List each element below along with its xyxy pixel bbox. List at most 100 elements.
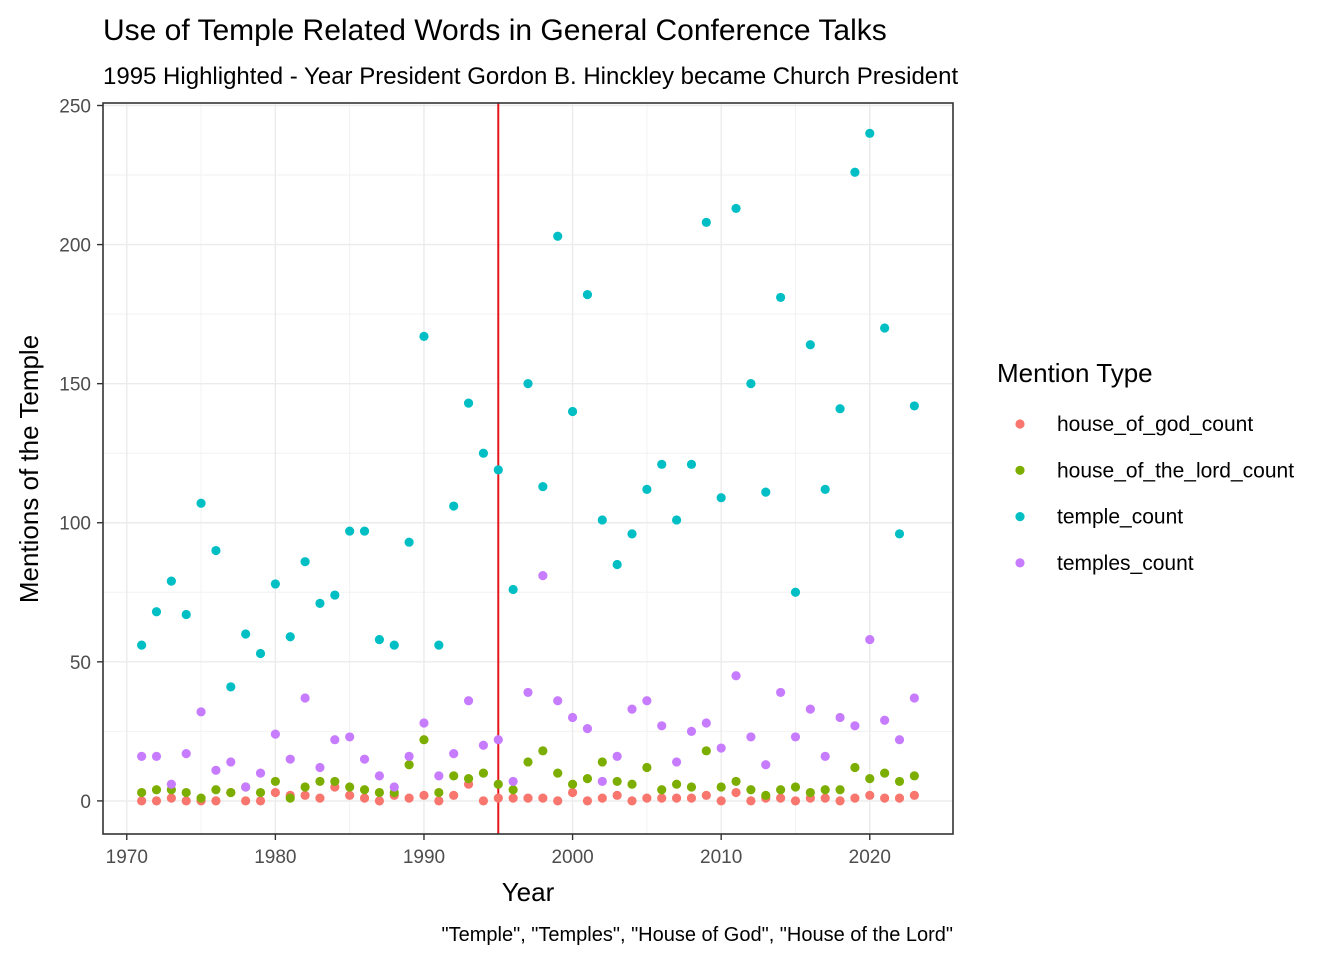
data-point [345,790,355,800]
data-point [672,757,682,767]
legend-item-house-of-the-lord-count: house_of_the_lord_count [1015,459,1294,482]
data-point [478,768,489,778]
data-point [389,782,399,792]
data-point [255,648,266,659]
data-point [686,726,697,736]
data-point [508,776,518,787]
data-point [478,740,489,750]
data-point [686,782,697,792]
data-point [790,732,801,742]
data-point [315,793,325,803]
legend-title: Mention Type [997,358,1153,388]
data-point [820,785,830,795]
data-point [567,712,578,723]
y-tick-label: 150 [59,375,91,396]
data-point [880,793,890,803]
data-point [716,782,726,792]
y-axis: 0 50 100 150 200 250 [59,97,103,813]
data-point [523,757,533,767]
plot-background [103,103,953,834]
legend-item-temples-count: temples_count [1015,552,1194,575]
data-point [255,796,266,806]
data-point [211,785,221,795]
x-tick-label: 2000 [551,847,593,868]
legend-key [1015,465,1025,475]
y-tick-label: 250 [59,97,91,118]
data-point [567,779,578,789]
data-point [894,529,905,539]
data-point [478,448,489,458]
series-temple-count [137,128,919,692]
data-point [894,776,905,787]
data-point [805,340,815,350]
data-point [345,732,355,742]
data-point [359,785,370,795]
legend-key [1015,419,1025,429]
data-point [270,729,280,739]
data-point [151,785,162,795]
data-point [597,757,607,767]
data-point [776,793,786,803]
data-point [612,776,622,787]
data-point [270,579,280,589]
data-point [523,793,533,803]
chart-subtitle: 1995 Highlighted - Year President Gordon… [103,63,958,90]
data-point [582,796,593,806]
y-tick-label: 50 [70,653,91,674]
data-point [701,718,711,728]
data-point [508,785,518,795]
data-point [835,404,845,414]
data-point [865,790,875,800]
data-point [285,793,295,803]
data-point [300,693,310,703]
data-point [345,526,355,536]
data-point [404,760,414,770]
data-point [790,587,801,597]
data-point [211,545,221,556]
data-point [553,231,563,241]
data-point [597,776,607,787]
data-point [300,790,310,800]
data-point [315,762,325,773]
data-point [434,771,444,781]
data-point [642,484,652,494]
data-point [181,609,191,620]
data-point [909,693,919,703]
data-point [241,796,251,806]
data-point [672,515,682,525]
data-point [686,459,697,469]
data-point [151,796,162,806]
data-point [226,757,236,767]
data-point [850,721,860,731]
data-point [880,715,890,725]
data-point [612,751,622,761]
series-temples-count [137,570,919,792]
data-point [166,779,176,789]
x-tick-label: 1990 [403,847,445,868]
data-point [627,796,637,806]
data-point [835,785,845,795]
data-point [434,787,444,798]
data-point [523,379,533,389]
data-point [226,787,236,798]
data-point [345,782,355,792]
data-point [538,481,548,492]
data-point [820,484,830,494]
data-point [746,379,756,389]
data-point [538,746,548,756]
data-point [597,793,607,803]
data-point [538,793,548,803]
x-tick-label: 2020 [849,847,891,868]
data-point [255,787,266,798]
data-point [404,793,414,803]
data-point [776,687,786,698]
data-point [612,559,622,570]
data-point [166,576,176,586]
data-point [137,640,147,650]
data-point [434,796,444,806]
legend-key [1015,558,1025,568]
data-point [241,782,251,792]
chart-caption: "Temple", "Temples", "House of God", "Ho… [442,924,953,946]
legend-label: temples_count [1057,552,1194,575]
plot-panel [102,102,954,835]
